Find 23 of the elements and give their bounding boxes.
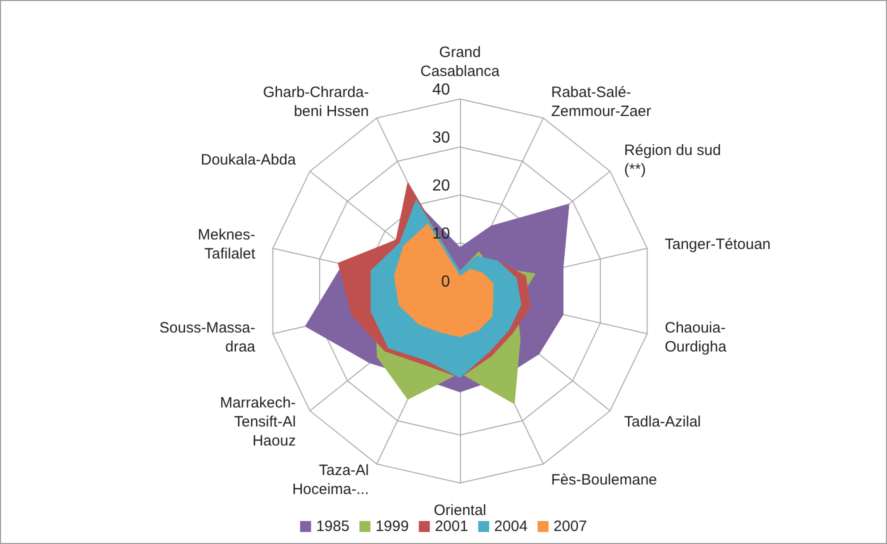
spoke-label: Gharb-Chrarda-beni Hssen (263, 84, 369, 120)
y-tick-label: 30 (432, 130, 450, 146)
spoke-label: Marrakech-Tensift-Al Haouz (220, 394, 296, 450)
legend-label: 2004 (494, 518, 528, 535)
spoke-label: Région du sud (**) (624, 142, 721, 178)
spoke-label: Souss-Massa-draa (159, 320, 256, 356)
spoke-label: Grand Casablanca (420, 44, 500, 80)
y-tick-label: 0 (441, 274, 450, 290)
spoke-label: Chaouia-Ourdigha (664, 320, 728, 356)
spoke-label: Rabat-Salé-Zemmour-Zaer (551, 84, 652, 120)
legend-label: 1999 (375, 518, 409, 535)
legend-label: 2007 (554, 518, 587, 535)
spoke-label: Doukala-Abda (200, 152, 296, 169)
spoke-label: Fès-Boulemane (551, 472, 658, 489)
y-tick-label: 40 (432, 82, 450, 98)
spoke-label: Taza-Al Hoceima-... (292, 462, 369, 498)
spoke-label: Tanger-Tétouan (664, 236, 771, 253)
spoke-label: Meknes-Tafilalet (198, 226, 256, 262)
legend-label: 1985 (316, 518, 350, 535)
spoke-label: Tadla-Azilal (624, 413, 701, 430)
legend-label: 2001 (434, 518, 468, 535)
spoke-label: Oriental (434, 502, 486, 519)
y-tick-label: 20 (432, 178, 450, 194)
